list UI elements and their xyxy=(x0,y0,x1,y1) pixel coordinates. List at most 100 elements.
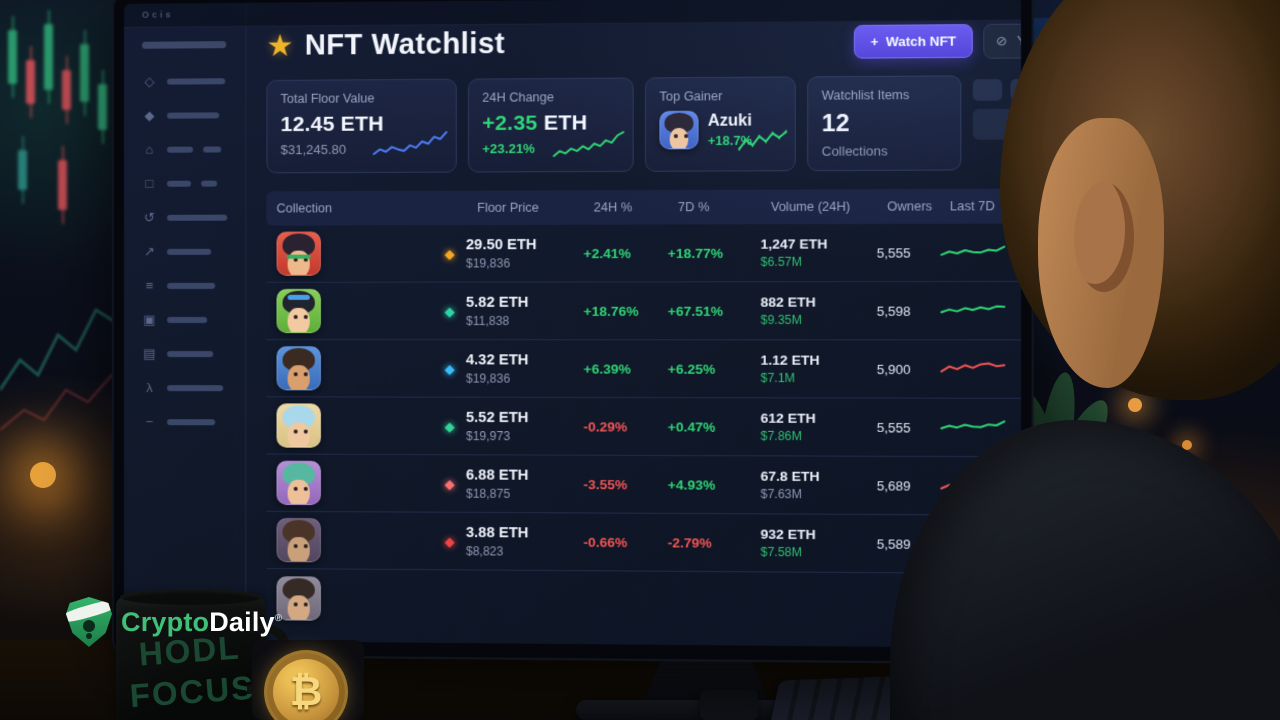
sidebar-label-bar xyxy=(167,78,225,84)
shield-icon xyxy=(66,597,112,647)
stat-label: Total Floor Value xyxy=(281,91,443,106)
stat-sparkline xyxy=(371,118,448,165)
stat-cards: Total Floor Value 12.45 ETH $31,245.80 2… xyxy=(266,75,1021,174)
sidebar-label-bar xyxy=(167,146,193,152)
change-7d: +4.93% xyxy=(668,477,761,493)
owners: 5,900 xyxy=(877,361,940,376)
col-header-owners[interactable]: Owners xyxy=(881,199,944,214)
dashboard-screen: Ocis ◇ ◆ ⌂ □ ↺ ↗ ≡ ▣ ▤ λ − ★ NFT Watchlist + xyxy=(124,0,1021,648)
sidebar-item-1[interactable]: ◆ xyxy=(142,108,231,122)
volume-24h: 932 ETH xyxy=(761,527,877,543)
watchlist-row-4[interactable]: ◆ 5.52 ETH $19,973 -0.29% +0.47% 612 ETH $7.86… xyxy=(266,397,1021,457)
sidebar-icon: λ xyxy=(142,381,157,394)
sidebar-item-6[interactable]: ≡ xyxy=(142,279,231,292)
sidebar-label-bar xyxy=(167,180,191,186)
sidebar-label-bar xyxy=(167,419,215,425)
page-header: ★ NFT Watchlist + Watch NFT ⊘ ϒ xyxy=(266,22,1021,63)
cryptodaily-logo: CryptoDaily® xyxy=(66,597,282,647)
warm-light xyxy=(1128,398,1142,412)
floor-price: 3.88 ETH xyxy=(466,524,528,541)
volume-cell: 67.8 ETH $7.63M xyxy=(761,469,877,502)
watchlist-row-1[interactable]: ◆ 29.50 ETH $19,836 +2.41% +18.77% 1,247 ETH $… xyxy=(266,223,1021,282)
floor-price: 4.32 ETH xyxy=(466,352,528,368)
collection-cell xyxy=(266,403,438,448)
watch-nft-button[interactable]: + Watch NFT xyxy=(854,24,973,59)
candle xyxy=(44,24,53,90)
sidebar-item-3[interactable]: □ xyxy=(142,177,231,190)
avatar-fringe xyxy=(289,586,309,593)
floor-price-cell: ◆ 4.32 ETH $19,836 xyxy=(438,352,583,386)
mini-widget[interactable] xyxy=(973,79,1002,101)
sidebar-label-bar xyxy=(167,385,223,391)
watchlist-row-2[interactable]: ◆ 5.82 ETH $11,838 +18.76% +67.51% 882 ETH $9.… xyxy=(266,282,1021,340)
change-24h: +2.41% xyxy=(583,245,667,260)
plus-icon: + xyxy=(871,34,879,49)
col-header-floor-price[interactable]: Floor Price xyxy=(443,200,588,215)
candle xyxy=(98,84,107,130)
collection-avatar xyxy=(277,576,321,621)
watchlist-row-5[interactable]: ◆ 6.88 ETH $18,875 -3.55% +4.93% 67.8 ETH $7.6… xyxy=(266,455,1021,516)
diamond-icon: ◆ xyxy=(445,534,455,547)
candle xyxy=(58,160,67,210)
change-7d: -2.79% xyxy=(668,535,761,551)
sidebar-item-4[interactable]: ↺ xyxy=(142,211,231,224)
stat-sparkline xyxy=(552,115,626,164)
stat-value: 12 xyxy=(822,109,947,138)
volume-usd: $7.58M xyxy=(761,545,877,560)
avatar-fringe xyxy=(670,120,688,126)
avatar-eyes xyxy=(293,602,297,606)
sidebar-item-9[interactable]: λ xyxy=(142,381,231,394)
sparkline-cell xyxy=(939,295,1021,327)
avatar-eyes xyxy=(293,372,297,376)
change-24h: -0.66% xyxy=(583,534,667,550)
sidebar-item-0[interactable]: ◇ xyxy=(142,74,231,88)
col-header-volume[interactable]: Volume (24H) xyxy=(765,199,881,214)
sidebar-item-7[interactable]: ▣ xyxy=(142,313,231,326)
collection-avatar xyxy=(277,518,321,562)
scene: TRA BOISL WIN Ocis ◇◆⌂□↺↗≡▣▤λ− xyxy=(0,0,1280,720)
candle xyxy=(18,150,27,190)
watchlist-row-3[interactable]: ◆ 4.32 ETH $19,836 +6.39% +6.25% 1.12 ETH $7.1… xyxy=(266,340,1021,399)
toolbar-buttons[interactable]: ⊘ ϒ xyxy=(983,23,1021,58)
stat-label: Watchlist Items xyxy=(822,88,947,103)
background-candlestick-chart xyxy=(0,0,130,230)
volume-cell: 612 ETH $7.86M xyxy=(761,411,877,444)
floor-price-cell: ◆ 29.50 ETH $19,836 xyxy=(438,236,583,270)
sidebar-item-2[interactable]: ⌂ xyxy=(142,142,231,155)
sidebar-item-5[interactable]: ↗ xyxy=(142,245,231,258)
stat-card-total-floor: Total Floor Value 12.45 ETH $31,245.80 xyxy=(266,79,456,174)
volume-24h: 1,247 ETH xyxy=(761,236,877,252)
volume-cell: 882 ETH $9.35M xyxy=(761,294,877,327)
col-header-24h[interactable]: 24H % xyxy=(588,200,672,214)
sidebar-item-8[interactable]: ▤ xyxy=(142,347,231,360)
sidebar-label-bar xyxy=(167,351,213,357)
sidebar-label-bar xyxy=(167,112,219,118)
sidebar-icon: □ xyxy=(142,177,157,190)
diamond-icon: ◆ xyxy=(445,304,455,317)
collection-cell xyxy=(266,289,438,333)
sidebar-icon: ▤ xyxy=(142,347,157,360)
collection-avatar xyxy=(659,111,698,150)
col-header-7d[interactable]: 7D % xyxy=(672,200,765,215)
floor-price: 29.50 ETH xyxy=(466,236,537,252)
volume-usd: $7.63M xyxy=(761,487,877,502)
sidebar: ◇ ◆ ⌂ □ ↺ ↗ ≡ ▣ ▤ λ − xyxy=(124,3,246,641)
change-24h: +18.76% xyxy=(583,303,667,318)
avatar-face xyxy=(669,128,688,150)
row-sparkline xyxy=(939,236,1006,263)
sidebar-icon: ⌂ xyxy=(142,143,157,156)
sidebar-icon: ▣ xyxy=(142,313,157,326)
filter-icon[interactable]: ϒ xyxy=(1017,33,1021,48)
registered-mark: ® xyxy=(275,613,283,624)
volume-24h: 1.12 ETH xyxy=(761,353,877,368)
stat-label: Top Gainer xyxy=(659,89,781,104)
floor-price-cell: ◆ 5.52 ETH $19,973 xyxy=(438,409,583,443)
settings-icon[interactable]: ⊘ xyxy=(996,32,1007,48)
collection-avatar xyxy=(277,231,321,275)
table-header: Collection Floor Price 24H % 7D % Volume… xyxy=(266,189,1021,226)
avatar-face xyxy=(288,423,310,448)
col-header-collection[interactable]: Collection xyxy=(270,201,442,216)
sidebar-item-10[interactable]: − xyxy=(142,415,231,428)
avatar-eyes xyxy=(293,487,297,491)
floor-price: 5.52 ETH xyxy=(466,409,528,425)
